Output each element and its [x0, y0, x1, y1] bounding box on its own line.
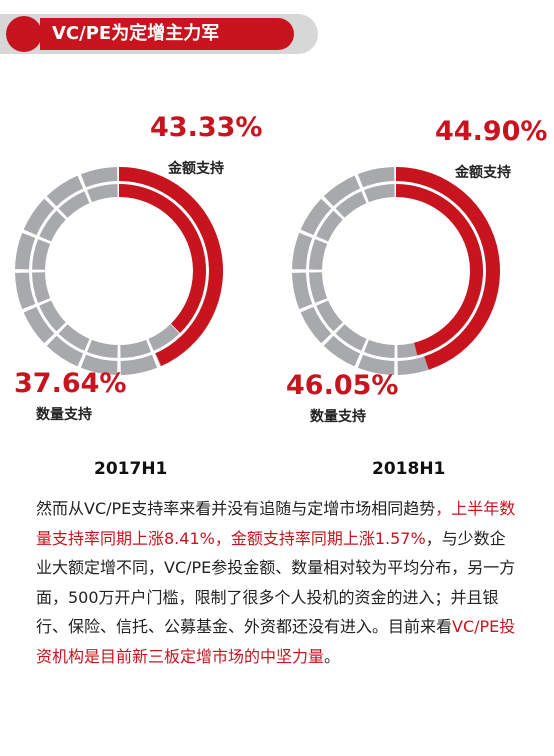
count-ring-gray-segment — [364, 184, 395, 203]
paragraph-highlight-2: VC/PE投资机构是目前新三板定增市场的中坚力量 — [36, 617, 516, 666]
count-ring-gray-segment — [120, 339, 151, 358]
amount-ring-value-arc — [119, 167, 224, 366]
paragraph-part-1: 然而从VC/PE支持率来看并没有追随与定增市场相同趋势 — [36, 499, 436, 518]
count-ring-value-arc — [396, 184, 483, 356]
count-ring-gray-segment — [335, 191, 367, 218]
amount-ring-gray-segment — [323, 175, 361, 207]
chart1-amount-value: 43.33% — [150, 112, 263, 143]
description-paragraph: 然而从VC/PE支持率来看并没有追随与定增市场相同趋势，上半年数量支持率同期上涨… — [36, 494, 520, 671]
amount-ring-gray-segment — [80, 354, 118, 375]
paragraph-part-3: 。 — [324, 646, 341, 666]
count-ring-gray-segment — [39, 210, 66, 242]
section-banner: VC/PE为定增主力军 — [0, 14, 318, 54]
count-ring-gray-segment — [309, 272, 328, 303]
amount-ring-gray-segment — [120, 354, 158, 375]
amount-ring-gray-segment — [300, 198, 332, 236]
chart2-count-label: 数量支持 — [310, 409, 366, 425]
count-ring-gray-segment — [39, 300, 66, 332]
chart1-count-label: 数量支持 — [36, 407, 92, 423]
section-title: VC/PE为定增主力军 — [52, 23, 220, 44]
amount-ring-gray-segment — [46, 335, 84, 367]
count-ring-gray-segment — [309, 239, 328, 270]
amount-ring-gray-segment — [80, 167, 118, 188]
amount-ring-gray-segment — [323, 335, 361, 367]
amount-ring-gray-segment — [292, 232, 313, 270]
paragraph-part-2: ，与少数企业大额定增不同，VC/PE参投金额、数量相对较为平均分布，另一方面，5… — [36, 528, 516, 637]
amount-ring-gray-segment — [300, 306, 332, 344]
count-ring-gray-segment — [316, 300, 343, 332]
count-ring-value-arc — [119, 184, 207, 334]
amount-ring-gray-segment — [292, 272, 313, 310]
chart2-donut — [292, 167, 500, 375]
count-ring-gray-segment — [364, 339, 395, 358]
amount-ring-gray-segment — [23, 198, 55, 236]
chart1-amount-label: 金额支持 — [168, 161, 224, 177]
count-ring-gray-segment — [32, 272, 51, 303]
amount-ring-gray-segment — [23, 306, 55, 344]
chart1-count-value: 37.64% — [14, 368, 127, 399]
count-ring-gray-segment — [335, 324, 367, 351]
chart1-donut — [15, 167, 224, 375]
paragraph-highlight-1: ，上半年数量支持率同期上涨8.41%，金额支持率同期上涨1.57% — [36, 499, 516, 548]
count-ring-gray-segment — [87, 339, 118, 358]
chart2-amount-label: 金额支持 — [455, 165, 511, 181]
amount-ring-gray-segment — [397, 354, 435, 375]
count-ring-gray-segment — [32, 239, 51, 270]
count-ring-gray-segment — [87, 184, 118, 203]
amount-ring-gray-segment — [357, 167, 395, 188]
chart2-count-value: 46.05% — [286, 370, 399, 401]
amount-ring-gray-segment — [46, 175, 84, 207]
amount-ring-value-arc — [396, 167, 500, 370]
count-ring-gray-segment — [58, 191, 90, 218]
count-ring-gray-segment — [148, 324, 180, 351]
banner-dot-icon — [6, 16, 42, 52]
amount-ring-gray-segment — [15, 232, 36, 270]
banner-bar — [40, 18, 294, 50]
chart2-amount-value: 44.90% — [435, 116, 548, 147]
count-ring-gray-segment — [58, 324, 90, 351]
count-ring-gray-segment — [316, 210, 343, 242]
amount-ring-gray-segment — [357, 354, 395, 375]
chart2-year: 2018H1 — [372, 459, 446, 479]
amount-ring-gray-segment — [15, 272, 36, 310]
chart1-year: 2017H1 — [94, 459, 168, 479]
